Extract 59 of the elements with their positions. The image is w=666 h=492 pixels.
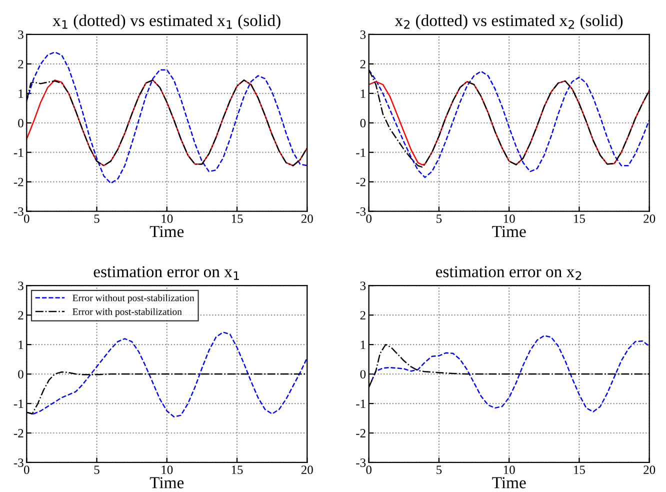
y-tick-label: 0 [18, 118, 24, 128]
y-tick-label: 1 [360, 340, 366, 349]
y-tick-label: -2 [14, 429, 24, 438]
y-tick-label: -2 [14, 178, 24, 186]
chart-title: x$_{1}$ (dotted) vs estimated x$_{1}$ (solid) [52, 14, 280, 30]
y-tick-label: -1 [356, 400, 366, 408]
x-tick-label: 10 [162, 466, 173, 474]
x-tick-label: 5 [436, 466, 442, 474]
line-series [368, 335, 650, 412]
y-tick-label: 0 [18, 370, 24, 378]
line-series [26, 52, 308, 184]
y-tick-label: 2 [360, 60, 366, 68]
x-tick-label: 5 [94, 214, 100, 223]
y-tick-label: -3 [356, 207, 366, 216]
x-axis-title: Time [150, 226, 184, 238]
chart-title: x$_{2}$ (dotted) vs estimated x$_{2}$ (solid) [394, 14, 623, 30]
legend-label: Error with post-stabilization [72, 308, 182, 317]
y-tick-label: -3 [14, 458, 24, 467]
legend-label: Error without post-stabilization [72, 294, 194, 304]
x-axis-title: Time [492, 226, 526, 238]
x-tick-label: 10 [162, 214, 173, 223]
y-tick-label: 2 [18, 60, 24, 68]
y-tick-label: 3 [18, 30, 24, 39]
y-tick-label: 3 [360, 30, 366, 39]
x-axis-title: Time [492, 477, 526, 488]
y-tick-label: 1 [18, 89, 24, 98]
y-tick-label: -3 [14, 207, 24, 216]
x-tick-label: 10 [504, 214, 515, 223]
x-tick-label: 0 [366, 214, 372, 223]
x-tick-label: 20 [644, 214, 656, 223]
x-tick-label: 15 [574, 214, 585, 223]
y-tick-label: -1 [14, 400, 24, 408]
x-axis-title: Time [150, 477, 184, 488]
y-tick-label: 3 [360, 282, 366, 290]
y-tick-label: -2 [356, 429, 366, 438]
y-tick-label: -1 [14, 148, 24, 157]
y-tick-label: 2 [18, 311, 24, 320]
x-tick-label: 10 [504, 466, 515, 474]
chart-title: estimation error on x$_{2}$ [436, 266, 582, 280]
x-tick-label: 20 [301, 214, 313, 223]
y-tick-label: 2 [360, 311, 366, 320]
x-tick-label: 0 [366, 466, 372, 474]
x-tick-label: 15 [232, 466, 243, 474]
y-tick-label: 0 [360, 370, 366, 378]
x-tick-label: 15 [232, 214, 243, 223]
y-tick-label: 0 [360, 118, 366, 128]
y-tick-label: -2 [356, 178, 366, 186]
y-tick-label: -1 [356, 148, 366, 157]
line-series [26, 332, 308, 418]
x-tick-label: 5 [436, 214, 442, 223]
y-tick-label: 1 [360, 89, 366, 98]
y-tick-label: 1 [18, 340, 24, 349]
y-tick-label: 3 [18, 282, 24, 290]
chart-title: estimation error on x$_{1}$ [94, 266, 239, 280]
x-tick-label: 20 [301, 466, 313, 474]
x-tick-label: 20 [644, 466, 656, 474]
x-tick-label: 5 [94, 466, 100, 474]
y-tick-label: -3 [356, 458, 366, 467]
x-tick-label: 15 [574, 466, 585, 474]
